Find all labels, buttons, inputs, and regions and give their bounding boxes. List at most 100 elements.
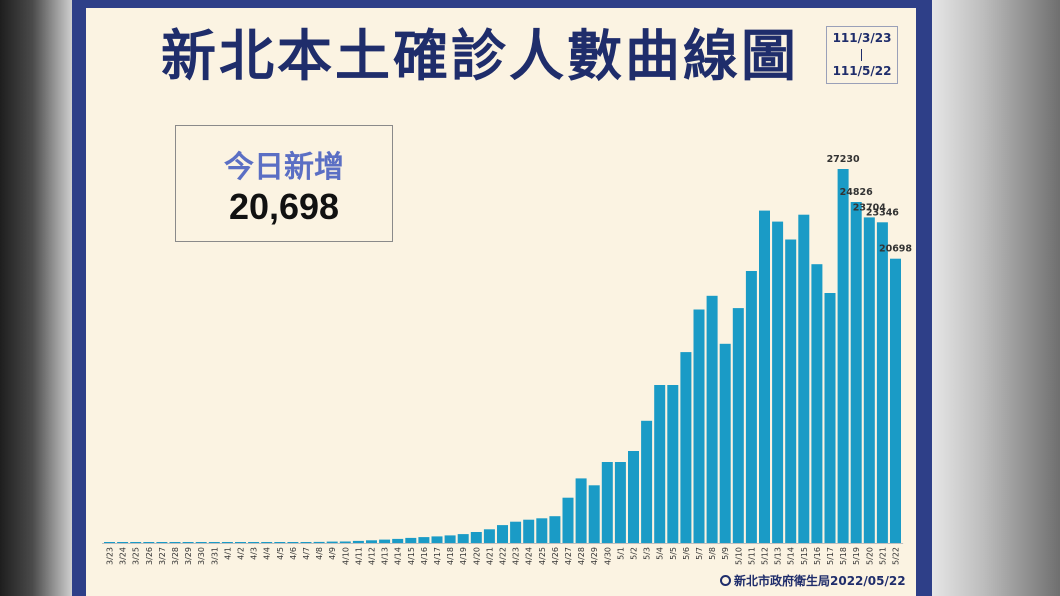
- x-tick-label: 5/8: [708, 547, 717, 560]
- x-tick-label: 4/18: [446, 547, 455, 565]
- bar: [837, 169, 849, 543]
- bar: [483, 529, 495, 543]
- data-label: 24826: [840, 187, 873, 198]
- health-bureau-logo-icon: [720, 575, 731, 586]
- x-tick-label: 5/20: [865, 547, 874, 565]
- data-label: 27230: [827, 154, 860, 165]
- x-tick-label: 5/2: [630, 547, 639, 560]
- x-tick-label: 4/24: [525, 547, 534, 565]
- bar: [470, 532, 482, 543]
- bar: [104, 542, 115, 543]
- x-tick-label: 3/27: [158, 547, 167, 565]
- bar: [523, 519, 535, 543]
- background-left: [0, 0, 72, 596]
- x-tick-label: 4/14: [394, 547, 403, 565]
- bar: [300, 542, 312, 543]
- x-tick-label: 4/6: [289, 547, 298, 560]
- x-tick-label: 4/25: [538, 547, 547, 565]
- x-tick-label: 3/30: [197, 547, 206, 565]
- bar: [641, 420, 653, 543]
- chart-title: 新北本土確診人數曲線圖: [160, 24, 799, 88]
- bar: [785, 239, 797, 543]
- x-tick-label: 4/5: [276, 547, 285, 560]
- data-label: 23346: [866, 207, 899, 218]
- bar: [444, 535, 456, 543]
- bar: [431, 536, 443, 543]
- x-tick-label: 5/14: [787, 547, 796, 565]
- background-right: [932, 0, 1060, 596]
- bar: [130, 542, 142, 543]
- today-new-box: 今日新增 20,698: [175, 125, 393, 242]
- bar: [719, 343, 731, 543]
- x-tick-label: 4/20: [472, 547, 481, 565]
- x-tick-label: 3/24: [119, 547, 128, 565]
- x-tick-label: 5/22: [892, 547, 901, 565]
- source-text: 新北市政府衛生局2022/05/22: [734, 574, 906, 588]
- x-tick-label: 4/27: [564, 547, 573, 565]
- x-tick-label: 3/25: [132, 547, 141, 565]
- bar: [536, 518, 548, 543]
- bar: [510, 521, 522, 543]
- bar: [208, 542, 220, 543]
- bar: [876, 222, 888, 544]
- bar: [261, 542, 273, 543]
- bar: [457, 534, 469, 543]
- x-tick-label: 4/17: [433, 547, 442, 565]
- x-tick-label: 5/11: [747, 547, 756, 565]
- bar: [418, 537, 430, 543]
- bar: [339, 541, 351, 543]
- x-tick-label: 4/11: [354, 547, 363, 565]
- bar: [588, 485, 600, 543]
- bar: [549, 516, 561, 543]
- bar: [601, 462, 613, 543]
- x-tick-label: 5/10: [734, 547, 743, 565]
- bar: [680, 352, 692, 543]
- x-tick-label: 5/5: [669, 547, 678, 560]
- bar: [195, 542, 207, 543]
- x-tick-label: 4/1: [223, 547, 232, 560]
- bar: [614, 462, 626, 543]
- x-tick-label: 4/19: [459, 547, 468, 565]
- x-tick-label: 4/12: [368, 547, 377, 565]
- bar: [182, 542, 194, 543]
- bar: [352, 540, 364, 543]
- x-tick-label: 5/21: [878, 547, 887, 565]
- x-tick-label: 5/17: [826, 547, 835, 565]
- bar: [248, 542, 260, 543]
- bar: [798, 214, 810, 543]
- x-tick-label: 5/4: [656, 547, 665, 560]
- bar: [850, 202, 862, 543]
- bar: [863, 217, 875, 543]
- bar: [379, 539, 391, 543]
- bar: [405, 537, 417, 543]
- x-tick-label: 4/29: [590, 547, 599, 565]
- bar: [628, 451, 639, 543]
- date-range-box: 111/3/23 111/5/22: [826, 26, 898, 84]
- x-tick-label: 4/22: [499, 547, 508, 565]
- bar: [824, 293, 836, 543]
- x-tick-label: 5/9: [721, 547, 730, 560]
- x-tick-label: 4/21: [485, 547, 494, 565]
- x-tick-label: 5/6: [682, 547, 691, 560]
- x-tick-label: 4/13: [381, 547, 390, 565]
- bar: [811, 264, 823, 543]
- x-tick-label: 5/18: [839, 547, 848, 565]
- date-range-end: 111/5/22: [832, 64, 892, 78]
- x-tick-label: 3/29: [184, 547, 193, 565]
- x-tick-label: 3/31: [210, 547, 219, 565]
- x-tick-label: 3/26: [145, 547, 154, 565]
- bar: [235, 542, 246, 543]
- bar: [366, 540, 377, 543]
- x-tick-label: 4/7: [302, 547, 311, 560]
- x-tick-label: 4/23: [512, 547, 521, 565]
- x-tick-label: 5/7: [695, 547, 704, 560]
- x-tick-label: 4/9: [328, 547, 337, 560]
- x-tick-label: 4/16: [420, 547, 429, 565]
- x-tick-label: 4/2: [237, 547, 246, 560]
- date-range-separator: [861, 49, 862, 61]
- bar: [497, 525, 508, 543]
- bar: [169, 542, 181, 543]
- data-label: 20698: [879, 244, 912, 255]
- bar: [759, 210, 770, 543]
